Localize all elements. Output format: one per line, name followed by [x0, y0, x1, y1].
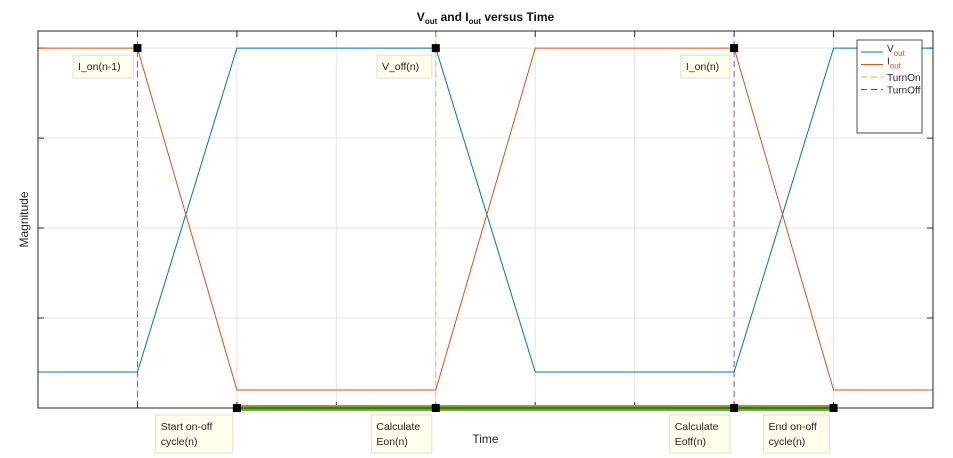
- axes-box: [37, 30, 934, 409]
- datatip-text: Calculate: [675, 421, 719, 433]
- datatip-box: [669, 414, 731, 454]
- marker: [730, 44, 739, 53]
- marker: [133, 44, 142, 53]
- marker: [431, 44, 440, 53]
- datatip-box: [376, 54, 433, 79]
- marker: [730, 404, 739, 412]
- datatip-text: I_on(n-1): [78, 61, 121, 73]
- marker: [829, 404, 838, 412]
- legend-label-turnon: TurnOn: [887, 73, 921, 84]
- title-part: and I: [437, 10, 468, 24]
- datatip-text: End on-off: [769, 421, 817, 433]
- datatip-text: V_off(n): [382, 61, 419, 73]
- legend-label-vout: Vout: [887, 44, 906, 58]
- title-part: out: [469, 17, 482, 26]
- marker-label-box: V_off(n): [376, 54, 433, 79]
- marker-label-box: I_on(n-1): [72, 54, 134, 79]
- marker: [431, 404, 440, 412]
- datatip-text: cycle(n): [769, 436, 806, 448]
- marker-label-box: Calculate Eon(n): [370, 414, 433, 454]
- datatip-box: [72, 54, 134, 79]
- legend-box: [856, 39, 923, 134]
- datatip-box: [680, 54, 731, 79]
- datatip-text: Eoff(n): [675, 436, 706, 448]
- title-part: V: [417, 10, 425, 24]
- datatip-text: I_on(n): [686, 61, 719, 73]
- datatip-text: Calculate: [376, 421, 420, 433]
- series-line-vout: [38, 47, 933, 373]
- y-axis-label: Magnitude: [17, 191, 31, 247]
- chart-title: Vout and Iout versus Time: [417, 10, 555, 26]
- datatip-text: Start on-off: [161, 421, 213, 433]
- datatip-box: [370, 414, 433, 454]
- datatip-text: Eon(n): [376, 436, 408, 448]
- marker-label-box: End on-off cycle(n): [763, 414, 831, 454]
- legend-label-turnoff: TurnOff: [887, 86, 921, 97]
- marker: [232, 404, 241, 412]
- marker-label-box: Start on-off cycle(n): [155, 414, 234, 454]
- title-part: out: [425, 17, 438, 26]
- datatip-text: cycle(n): [161, 436, 198, 448]
- marker-label-box: I_on(n): [680, 54, 731, 79]
- legend-label-iout: Iout: [887, 57, 902, 71]
- x-axis-label: Time: [472, 432, 499, 446]
- datatip-box: [763, 414, 831, 454]
- datatip-box: [155, 414, 234, 454]
- title-part: versus Time: [481, 10, 554, 24]
- marker-label-box: Calculate Eoff(n): [669, 414, 731, 454]
- series-line-iout: [38, 47, 933, 391]
